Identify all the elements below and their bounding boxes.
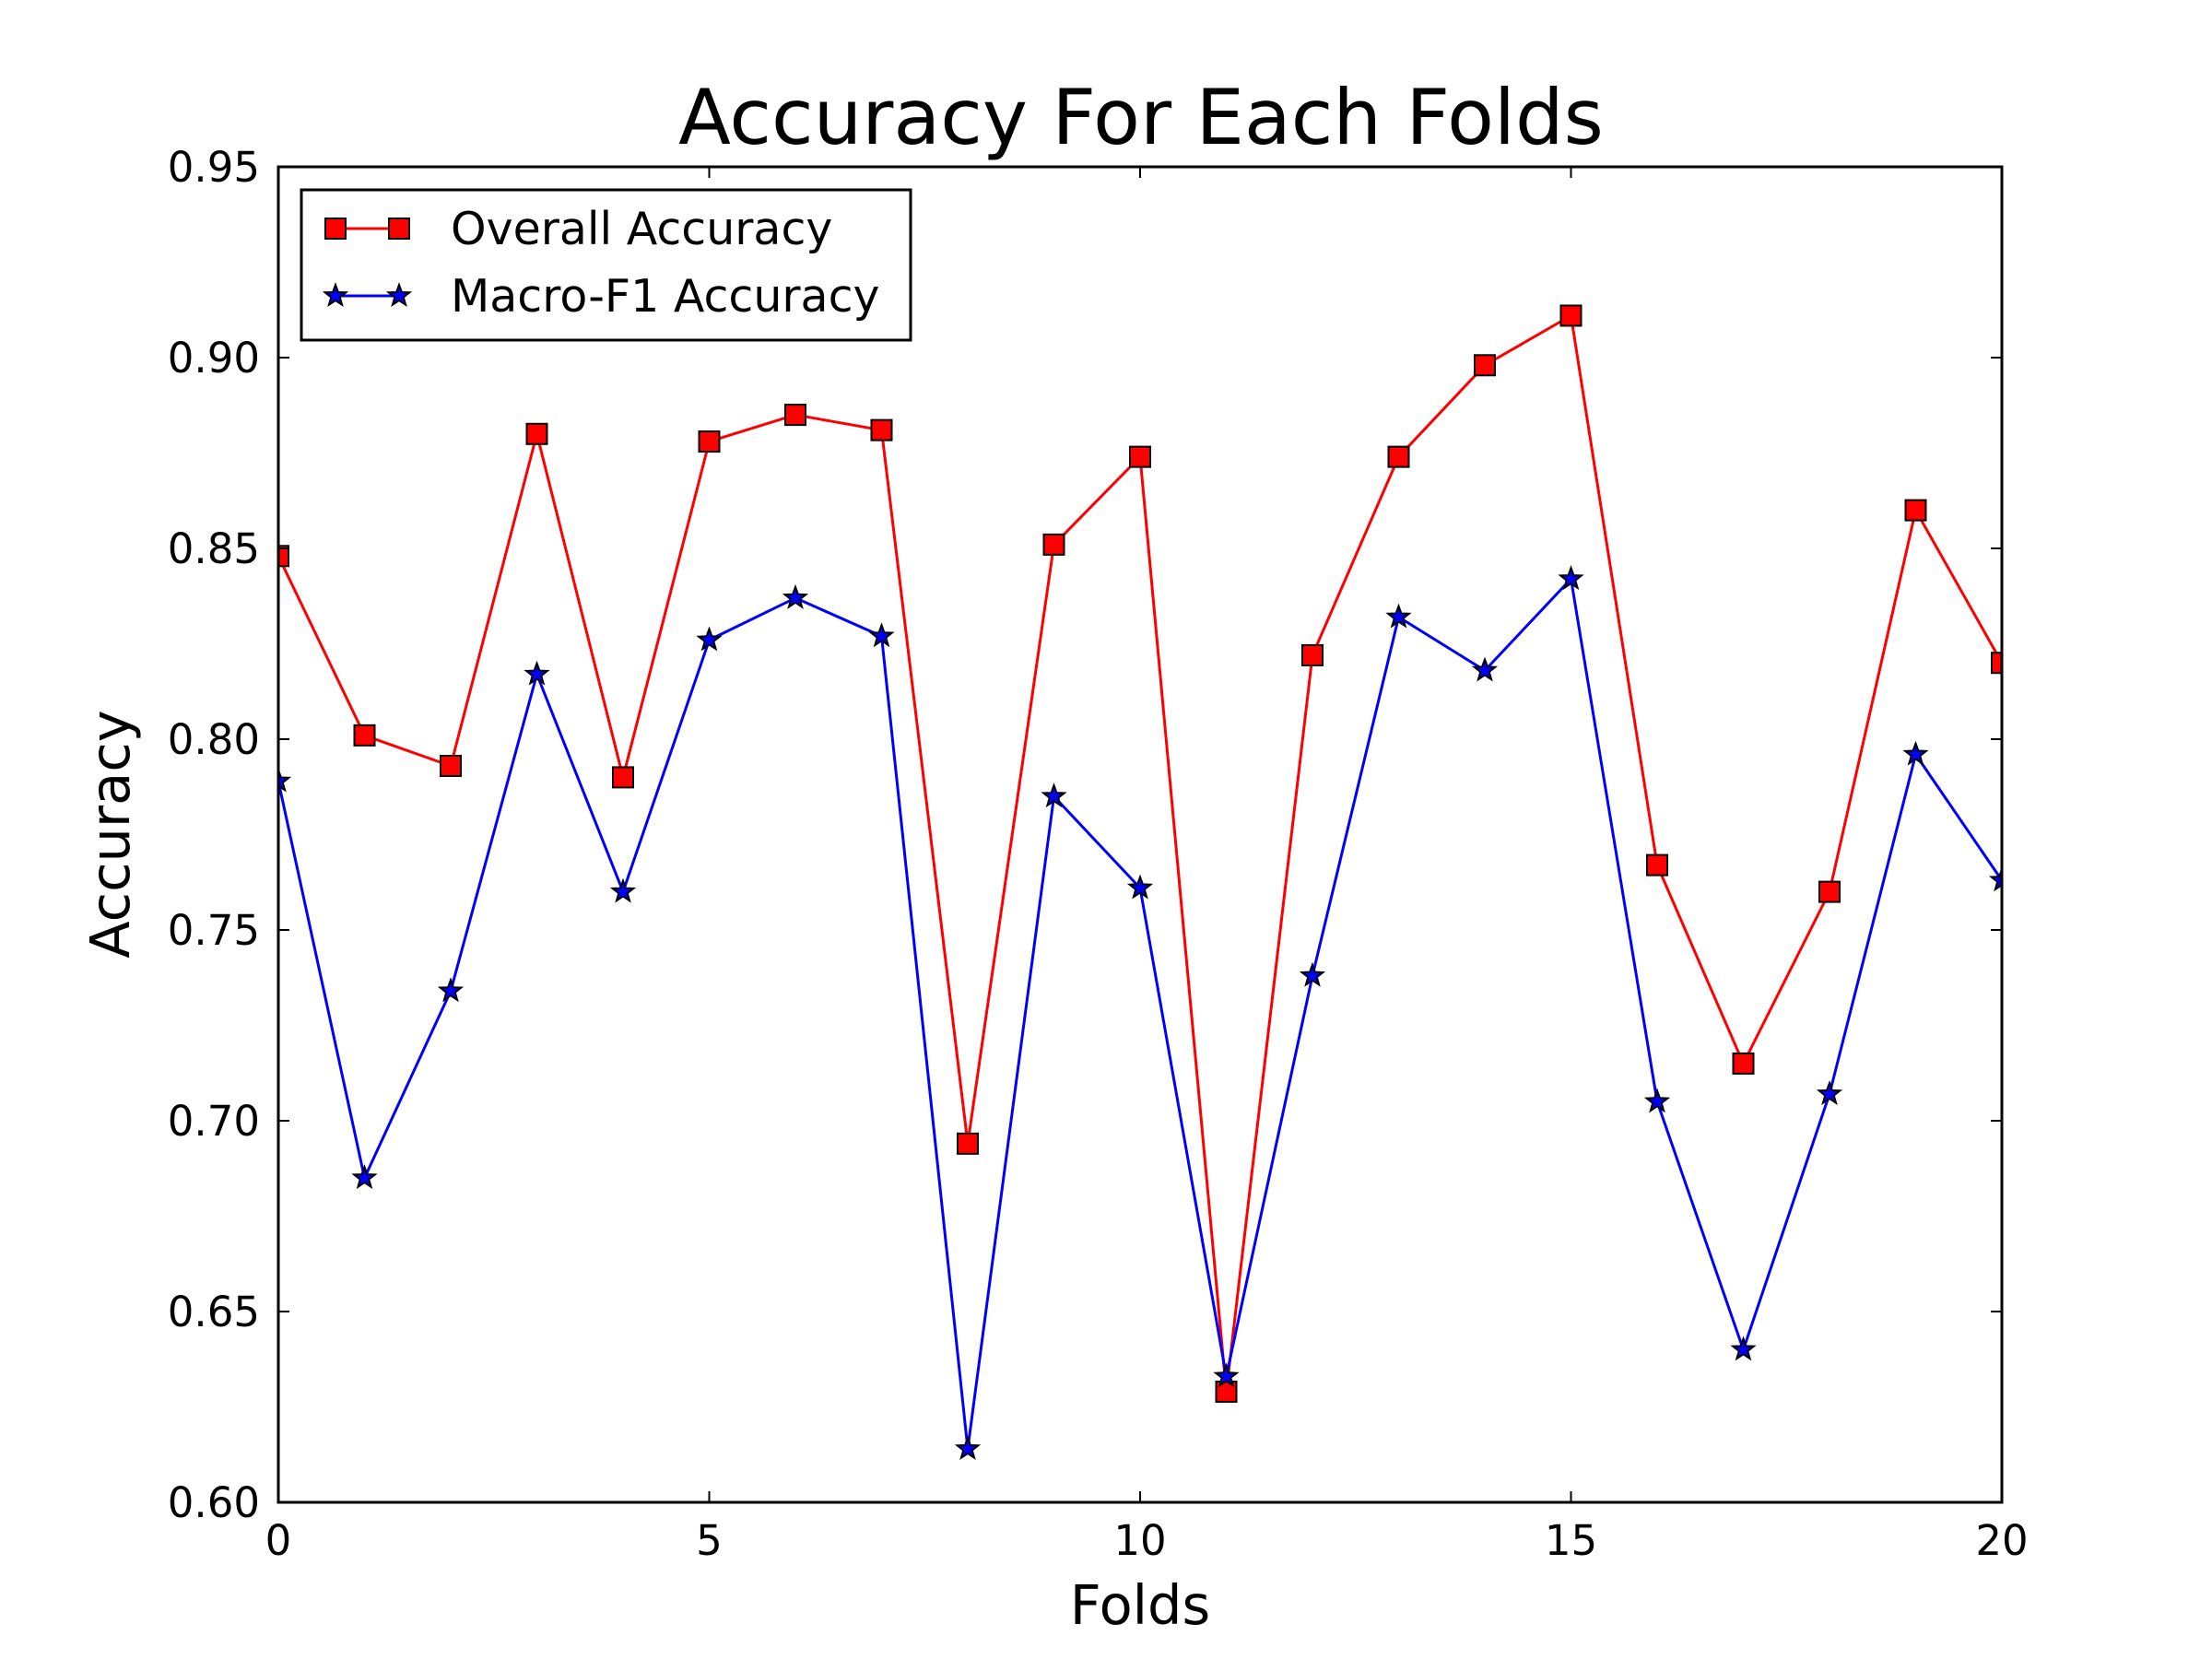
- y-tick-label: 0.65: [168, 1288, 260, 1336]
- data-point-overall: [612, 766, 634, 789]
- legend-label-overall: Overall Accuracy: [451, 203, 832, 255]
- data-point-macro-f1: [782, 583, 809, 609]
- data-point-overall: [870, 418, 893, 441]
- legend: Overall Accuracy Macro-F1 Accuracy: [300, 188, 912, 342]
- data-point-macro-f1: [1816, 1080, 1843, 1106]
- data-point-overall: [1301, 643, 1324, 666]
- data-point-overall: [1646, 853, 1668, 877]
- legend-marker-macro-f1: [385, 282, 413, 308]
- data-point-overall: [1559, 304, 1583, 327]
- y-tick-label: 0.95: [168, 143, 260, 192]
- data-point-macro-f1: [1643, 1088, 1671, 1113]
- data-point-macro-f1: [1126, 874, 1154, 900]
- y-tick-label: 0.85: [168, 524, 260, 573]
- y-tick-label: 0.80: [168, 715, 260, 764]
- series-line-macro-f1: [278, 577, 2002, 1451]
- axis-ticks: 0 5 10 15 20 0.60 0.65 0.70 0.75 0.80 0.85 0.90 0.95: [168, 143, 2029, 1565]
- data-point-macro-f1: [351, 1164, 378, 1190]
- data-point-macro-f1: [1988, 866, 2002, 892]
- data-point-overall: [957, 1132, 979, 1155]
- legend-marker-overall: [324, 218, 347, 240]
- data-point-overall: [1129, 445, 1151, 468]
- axes-frame: [276, 165, 2004, 1504]
- data-point-macro-f1: [609, 877, 637, 903]
- x-tick-label: 10: [1113, 1516, 1166, 1565]
- x-tick-label: 5: [696, 1516, 723, 1565]
- x-tick-label: 20: [1975, 1516, 2028, 1565]
- y-axis-label: Accuracy: [78, 710, 142, 958]
- data-point-macro-f1: [524, 660, 550, 686]
- data-point-macro-f1: [1730, 1335, 1757, 1361]
- legend-marker-macro-f1: [322, 282, 349, 308]
- x-axis-label: Folds: [1070, 1573, 1211, 1637]
- legend-box: [300, 188, 912, 342]
- data-point-overall: [1818, 880, 1841, 903]
- data-point-overall: [278, 545, 289, 568]
- data-point-macro-f1: [1299, 961, 1326, 987]
- data-point-overall: [440, 754, 462, 777]
- legend-marker-overall: [388, 218, 410, 240]
- y-tick-label: 0.60: [168, 1478, 260, 1527]
- chart-title: Accuracy For Each Folds: [678, 73, 1604, 162]
- data-point-overall: [784, 404, 806, 427]
- y-tick-label: 0.75: [168, 906, 260, 955]
- data-point-macro-f1: [1471, 656, 1499, 682]
- data-point-overall: [1991, 652, 2002, 675]
- data-point-macro-f1: [278, 767, 292, 793]
- plot-area: [278, 304, 2002, 1461]
- data-point-overall: [698, 430, 721, 453]
- data-point-macro-f1: [868, 622, 895, 648]
- data-point-macro-f1: [1385, 603, 1412, 629]
- y-tick-label: 0.70: [168, 1097, 260, 1146]
- data-point-macro-f1: [1041, 782, 1067, 808]
- series-line-overall: [278, 314, 2002, 1394]
- data-point-macro-f1: [696, 626, 723, 652]
- data-point-overall: [1387, 445, 1410, 468]
- data-point-overall: [525, 422, 548, 445]
- data-point-overall: [1042, 533, 1065, 556]
- legend-label-macro-f1: Macro-F1 Accuracy: [451, 270, 880, 323]
- data-point-overall: [353, 724, 376, 747]
- data-point-macro-f1: [1213, 1362, 1240, 1388]
- data-point-macro-f1: [437, 977, 465, 1003]
- data-point-macro-f1: [954, 1435, 982, 1461]
- data-point-overall: [1904, 499, 1927, 522]
- data-point-macro-f1: [1558, 565, 1584, 591]
- x-tick-label: 0: [265, 1516, 292, 1565]
- y-tick-label: 0.90: [168, 334, 260, 382]
- data-point-overall: [1732, 1052, 1755, 1075]
- x-tick-label: 15: [1545, 1516, 1597, 1565]
- data-point-overall: [1474, 354, 1496, 377]
- data-point-macro-f1: [1902, 740, 1929, 766]
